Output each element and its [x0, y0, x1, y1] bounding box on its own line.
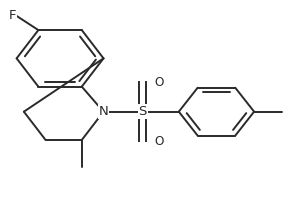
Text: S: S — [139, 105, 147, 118]
Text: N: N — [99, 105, 108, 118]
Text: O: O — [155, 134, 164, 148]
Text: O: O — [155, 76, 164, 89]
Text: F: F — [9, 9, 17, 22]
